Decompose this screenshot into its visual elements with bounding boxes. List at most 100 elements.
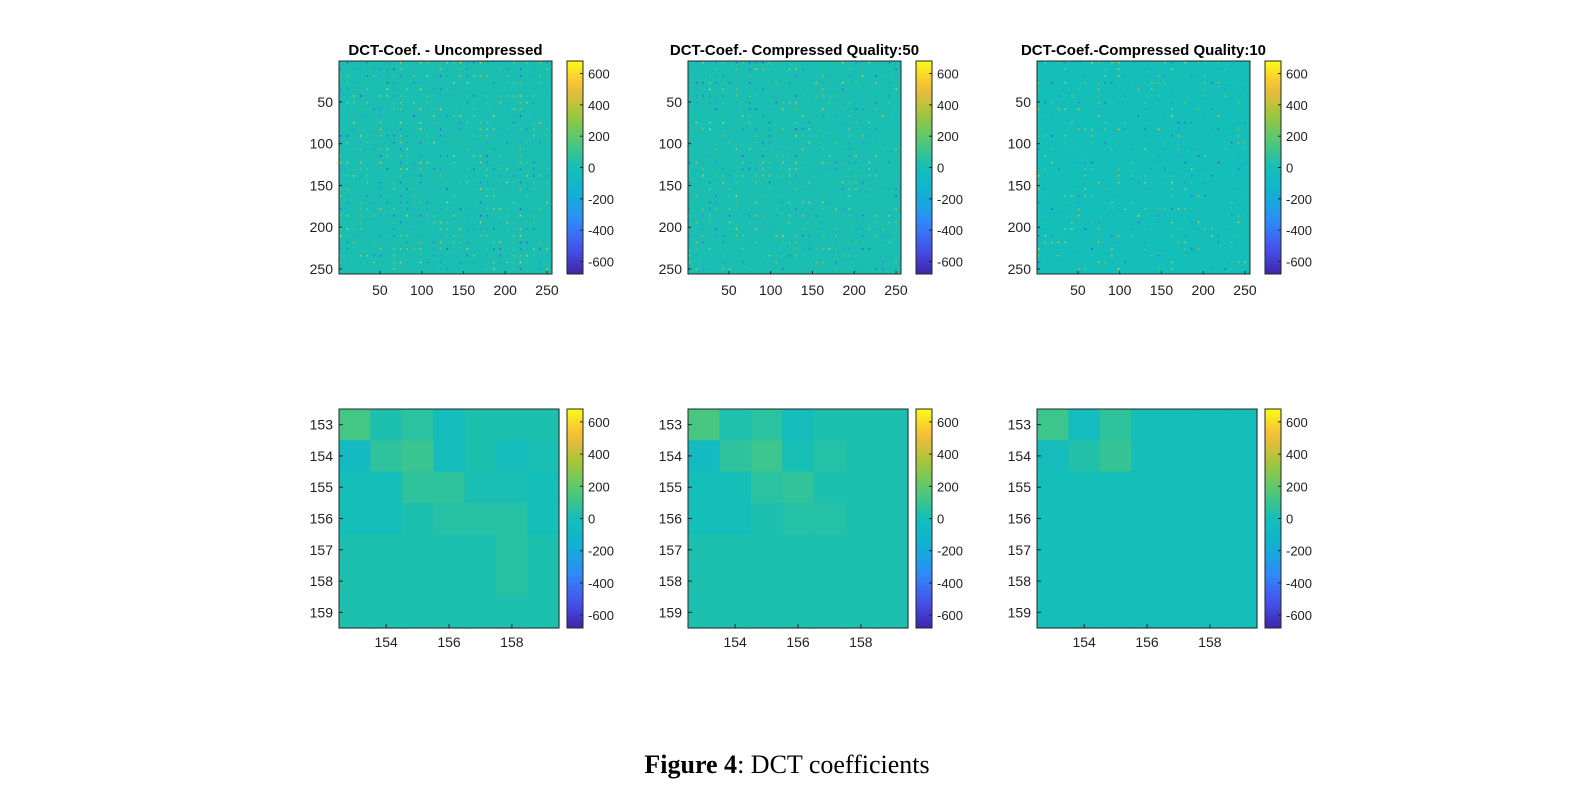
coefficient-dot — [1177, 128, 1180, 130]
coefficient-dot — [1071, 228, 1073, 230]
coefficient-dot — [1144, 181, 1146, 184]
coefficient-dot — [413, 188, 415, 190]
coefficient-dot — [1097, 81, 1100, 84]
coefficient-dot — [1111, 235, 1113, 237]
coefficient-dot — [439, 75, 442, 77]
colorbar-tick-label: 0 — [1286, 161, 1293, 176]
coefficient-dot — [1117, 195, 1120, 197]
coefficient-dot — [1091, 255, 1093, 257]
coefficient-dot — [775, 148, 777, 150]
coefficient-dot — [795, 68, 797, 71]
heatmap-cell — [1194, 596, 1227, 629]
coefficient-dot — [1164, 255, 1166, 257]
y-tick-label: 200 — [659, 219, 683, 235]
coefficient-dot — [702, 62, 704, 64]
coefficient-dot — [519, 201, 522, 204]
coefficient-dot — [1084, 68, 1086, 71]
coefficient-dot — [1244, 121, 1246, 124]
coefficient-dot — [486, 215, 488, 217]
coefficient-dot — [539, 62, 542, 64]
heatmap-cell — [433, 409, 466, 441]
heatmap-cell — [750, 440, 783, 473]
coefficient-dot — [506, 208, 508, 210]
axes-frame — [687, 60, 902, 275]
coefficient-dot — [808, 241, 811, 244]
coefficient-dot — [346, 95, 349, 97]
heatmap-cell — [845, 440, 878, 473]
heatmap-cell — [433, 440, 466, 473]
y-tick-label: 159 — [1008, 604, 1032, 620]
coefficient-dot — [340, 248, 342, 250]
subplot-title: DCT-Coef.-Compressed Quality:10 — [1021, 42, 1266, 59]
coefficient-dot — [373, 241, 375, 244]
coefficient-dot — [546, 248, 548, 250]
coefficient-dot — [1051, 135, 1053, 137]
coefficient-dot — [533, 175, 535, 177]
coefficient-dot — [459, 62, 462, 64]
coefficient-dot — [519, 268, 522, 270]
coefficient-dot — [722, 268, 724, 270]
coefficient-dot — [888, 221, 891, 224]
coefficient-dot — [855, 255, 857, 257]
coefficient-dot — [413, 228, 415, 230]
coefficient-dot — [1117, 175, 1120, 177]
coefficient-dot — [346, 175, 349, 177]
coefficient-dot — [419, 215, 422, 217]
coefficient-dot — [346, 75, 349, 77]
coefficient-dot — [895, 248, 897, 250]
coefficient-dot — [1084, 201, 1086, 204]
coefficient-dot — [533, 168, 535, 170]
coefficient-dot — [1244, 141, 1246, 144]
coefficient-dot — [1191, 248, 1193, 250]
coefficient-dot — [1044, 175, 1047, 177]
coefficient-dot — [419, 241, 422, 244]
coefficient-dot — [1237, 135, 1240, 137]
coefficient-dot — [413, 168, 415, 170]
coefficient-dot — [1237, 235, 1240, 237]
coefficient-dot — [1044, 101, 1047, 104]
coefficient-dot — [1051, 241, 1053, 244]
coefficient-dot — [473, 261, 475, 264]
coefficient-dot — [533, 68, 535, 71]
y-tick-label: 159 — [310, 604, 334, 620]
coefficient-dot — [393, 181, 395, 184]
heatmap-cell — [876, 596, 909, 629]
coefficient-dot — [795, 128, 797, 130]
coefficient-dot — [493, 121, 495, 124]
coefficient-dot — [762, 115, 764, 117]
coefficient-dot — [1244, 161, 1246, 164]
coefficient-dot — [353, 81, 355, 84]
coefficient-dot — [1117, 141, 1120, 144]
coefficient-dot — [1217, 235, 1220, 237]
coefficient-dot — [1117, 235, 1120, 237]
coefficient-dot — [1097, 88, 1100, 91]
coefficient-dot — [486, 235, 488, 237]
coefficient-dot — [722, 235, 724, 237]
coefficient-dot — [1097, 108, 1100, 110]
coefficient-dot — [519, 188, 522, 190]
coefficient-dot — [748, 121, 751, 124]
coefficient-dot — [708, 208, 711, 210]
coefficient-dot — [1171, 181, 1173, 184]
heatmap-cell — [1131, 471, 1164, 504]
coefficient-dot — [1071, 148, 1073, 150]
colorbar — [1265, 409, 1281, 628]
coefficient-dot — [1077, 188, 1080, 190]
coefficient-dot — [842, 161, 844, 164]
coefficient-dot — [519, 108, 522, 110]
coefficient-dot — [722, 101, 724, 104]
heatmap-cell — [370, 565, 403, 598]
coefficient-dot — [708, 128, 711, 130]
coefficient-dot — [1164, 141, 1166, 144]
coefficient-dot — [1117, 62, 1120, 64]
heatmap-cell — [464, 565, 497, 598]
coefficient-dot — [1038, 88, 1040, 91]
y-tick-label: 158 — [1008, 573, 1032, 589]
y-tick-label: 200 — [1008, 219, 1032, 235]
y-tick-label: 157 — [659, 542, 683, 558]
heatmap-cell — [1068, 565, 1101, 598]
coefficient-dot — [1151, 81, 1153, 84]
coefficient-dot — [1051, 161, 1053, 164]
coefficient-dot — [379, 268, 382, 270]
coefficient-dot — [479, 121, 482, 124]
